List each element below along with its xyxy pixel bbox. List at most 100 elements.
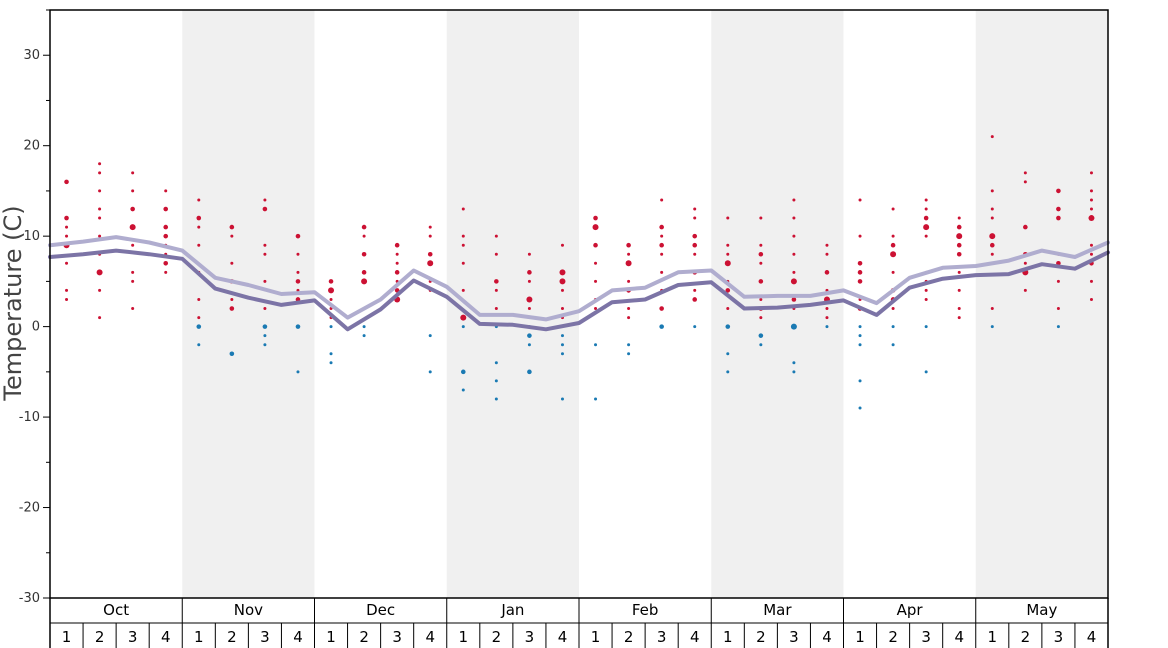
scatter-point <box>296 252 300 256</box>
scatter-point <box>924 207 928 211</box>
scatter-point <box>1089 207 1093 211</box>
scatter-point <box>395 252 399 256</box>
scatter-point <box>295 279 301 284</box>
scatter-point <box>494 397 498 401</box>
month-label: Oct <box>103 601 129 619</box>
scatter-point <box>98 316 102 320</box>
scatter-point <box>527 279 531 283</box>
scatter-point <box>1023 171 1027 175</box>
scatter-point <box>427 251 433 257</box>
week-label: 3 <box>789 628 799 646</box>
scatter-point <box>592 224 599 231</box>
scatter-point <box>295 233 301 239</box>
scatter-point <box>890 251 897 258</box>
scatter-point <box>163 206 169 212</box>
scatter-point <box>461 207 465 211</box>
scatter-point <box>858 406 862 410</box>
scatter-point <box>825 243 829 247</box>
scatter-point <box>692 233 698 239</box>
scatter-point <box>594 343 598 347</box>
scatter-point <box>758 333 764 338</box>
scatter-point <box>428 334 432 338</box>
scatter-point <box>792 370 796 374</box>
scatter-point <box>197 343 201 347</box>
scatter-point <box>65 234 69 238</box>
week-label: 2 <box>95 628 105 646</box>
scatter-point <box>824 270 830 275</box>
scatter-point <box>362 334 366 338</box>
scatter-point <box>329 352 333 356</box>
week-label: 1 <box>855 628 865 646</box>
scatter-point <box>825 307 829 311</box>
scatter-point <box>792 216 796 220</box>
scatter-point <box>857 279 863 284</box>
scatter-point <box>1023 288 1027 292</box>
week-label: 4 <box>822 628 832 646</box>
scatter-point <box>263 252 267 256</box>
scatter-point <box>494 234 498 238</box>
week-label: 2 <box>1021 628 1031 646</box>
scatter-point <box>494 288 498 292</box>
scatter-point <box>625 260 632 267</box>
scatter-point <box>163 233 169 239</box>
scatter-point <box>759 216 763 220</box>
scatter-point <box>131 270 135 274</box>
scatter-point <box>361 251 367 257</box>
scatter-point <box>494 379 498 383</box>
scatter-point <box>131 279 135 283</box>
scatter-point <box>989 233 996 240</box>
scatter-point <box>891 325 895 329</box>
week-label: 2 <box>624 628 634 646</box>
week-label: 4 <box>161 628 171 646</box>
week-label: 3 <box>1054 628 1064 646</box>
scatter-point <box>957 216 961 220</box>
scatter-point <box>594 279 598 283</box>
scatter-point <box>956 224 962 230</box>
scatter-point <box>560 243 564 247</box>
scatter-point <box>229 224 235 230</box>
scatter-point <box>924 325 928 329</box>
scatter-point <box>329 297 333 301</box>
scatter-point <box>825 325 829 329</box>
scatter-point <box>428 225 432 229</box>
scatter-point <box>560 397 564 401</box>
week-label: 1 <box>62 628 72 646</box>
scatter-point <box>593 242 598 248</box>
scatter-point <box>98 216 102 220</box>
scatter-point <box>560 352 564 356</box>
scatter-point <box>726 370 730 374</box>
scatter-point <box>395 261 399 265</box>
scatter-point <box>891 343 895 347</box>
scatter-point <box>296 370 300 374</box>
scatter-point <box>1089 243 1093 247</box>
scatter-point <box>660 198 664 202</box>
week-label: 1 <box>194 628 204 646</box>
scatter-point <box>361 278 368 285</box>
scatter-point <box>494 252 498 256</box>
scatter-point <box>1089 252 1093 256</box>
scatter-point <box>428 370 432 374</box>
scatter-point <box>858 198 862 202</box>
scatter-point <box>527 270 532 275</box>
scatter-point <box>693 288 697 292</box>
scatter-point <box>693 325 697 329</box>
scatter-point <box>660 252 664 256</box>
month-label: Jan <box>500 601 524 619</box>
week-label: 1 <box>459 628 469 646</box>
scatter-point <box>263 307 267 311</box>
scatter-point <box>131 171 135 175</box>
scatter-point <box>328 287 335 294</box>
scatter-point <box>230 261 234 265</box>
scatter-point <box>461 261 465 265</box>
series-line-lower <box>48 248 1110 332</box>
scatter-point <box>858 234 862 238</box>
scatter-point <box>527 343 531 347</box>
scatter-point <box>164 189 168 193</box>
scatter-point <box>724 260 731 267</box>
scatter-point <box>560 288 564 292</box>
scatter-point <box>891 270 895 274</box>
scatter-point <box>692 297 698 302</box>
scatter-point <box>758 279 764 284</box>
scatter-point <box>924 370 928 374</box>
scatter-point <box>1056 188 1061 194</box>
